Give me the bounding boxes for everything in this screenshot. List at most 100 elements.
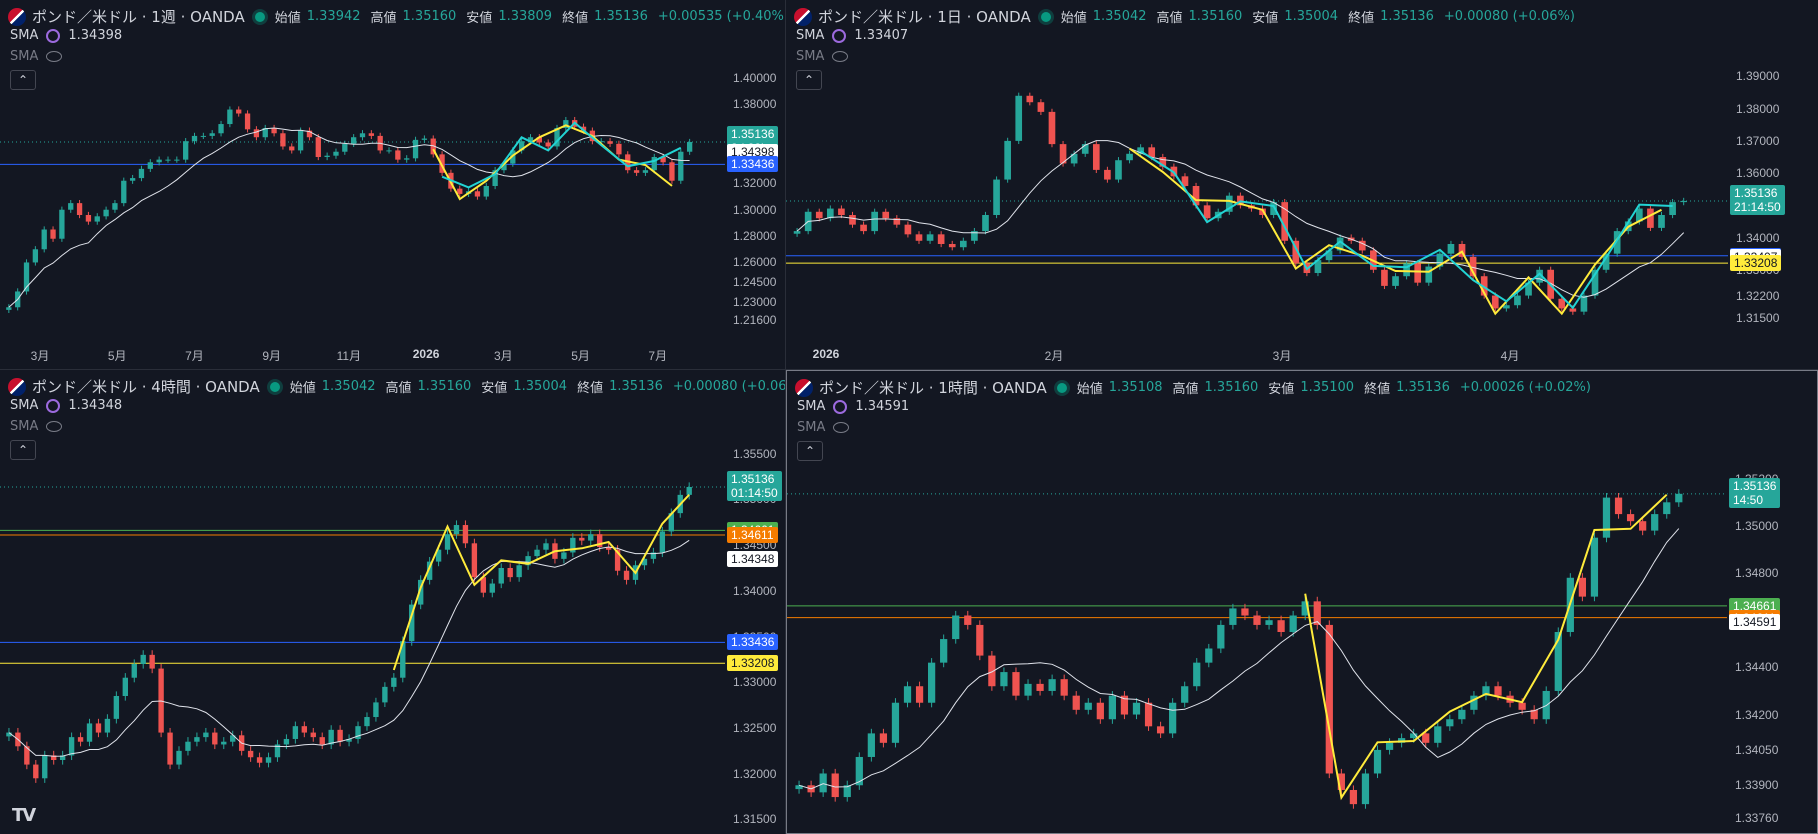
sma-hidden-row[interactable]: SMA bbox=[797, 420, 850, 435]
zigzag-line bbox=[1129, 147, 1662, 316]
sma-indicator-row[interactable]: SMA 1.34591 bbox=[797, 399, 909, 414]
candle-body bbox=[1482, 686, 1490, 696]
price-label-blue: 1.33436 bbox=[727, 156, 779, 173]
sma-settings-icon[interactable] bbox=[833, 399, 848, 414]
candle-body bbox=[355, 726, 361, 739]
y-axis-tick: 1.34800 bbox=[1735, 566, 1779, 581]
chart-panel-daily[interactable]: 1.390001.380001.370001.360001.350001.340… bbox=[786, 0, 1818, 369]
candle-body bbox=[6, 307, 12, 310]
x-axis-tick: 2026 bbox=[412, 347, 440, 361]
sma-hidden-row[interactable]: SMA bbox=[796, 49, 849, 64]
candle-body bbox=[579, 537, 585, 541]
candle-body bbox=[1313, 601, 1321, 625]
candle-body bbox=[50, 229, 56, 239]
market-open-icon bbox=[1056, 382, 1067, 393]
chart-panel-1h[interactable]: 1.352001.350001.348001.346001.344001.342… bbox=[786, 370, 1818, 834]
sma-indicator-row[interactable]: SMA 1.33407 bbox=[796, 28, 908, 43]
candle-body bbox=[1494, 686, 1502, 696]
candle-body bbox=[855, 756, 863, 786]
ohlc-value: 1.35136 bbox=[1380, 9, 1434, 24]
chart-legend: ポンド／米ドル · 1時間 · OANDA 始値 1.35108 高値 1.35160 安… bbox=[795, 377, 1595, 398]
candle-body bbox=[1217, 624, 1225, 649]
sma-hidden-label: SMA bbox=[797, 420, 826, 435]
candle-body bbox=[1169, 702, 1177, 734]
candle-body bbox=[1434, 726, 1442, 743]
sma-settings-icon[interactable] bbox=[46, 28, 61, 43]
candle-body bbox=[1410, 733, 1418, 739]
candle-body bbox=[507, 568, 513, 578]
price-label-white: 1.34348 bbox=[727, 551, 779, 568]
candle-body bbox=[113, 696, 120, 719]
y-axis-tick: 1.39000 bbox=[1736, 69, 1780, 84]
candle-body bbox=[1602, 253, 1610, 270]
sma-value: 1.34398 bbox=[68, 28, 123, 43]
x-axis-tick: 3月 bbox=[1272, 349, 1292, 363]
candle-body bbox=[23, 262, 30, 292]
candle-body bbox=[633, 170, 640, 173]
x-axis-tick: 2月 bbox=[1044, 349, 1064, 363]
sma-indicator-row[interactable]: SMA 1.34348 bbox=[10, 398, 122, 413]
hidden-eye-icon[interactable] bbox=[46, 51, 63, 62]
candle-body bbox=[489, 583, 495, 593]
candle-body bbox=[33, 764, 39, 779]
chart-panel-weekly[interactable]: 1.400001.380001.360001.340001.320001.300… bbox=[0, 0, 785, 369]
chart-legend: ポンド／米ドル · 4時間 · OANDA 始値 1.35042 高値 1.35160 安… bbox=[8, 376, 785, 397]
sma-hidden-row[interactable]: SMA bbox=[10, 49, 63, 64]
candle-body bbox=[1447, 244, 1455, 254]
sma-label: SMA bbox=[10, 28, 39, 43]
gbpusd-flag-icon bbox=[794, 7, 812, 26]
hidden-eye-icon[interactable] bbox=[832, 51, 849, 62]
chart-panel-4h[interactable]: 1.355001.350001.345001.340001.335001.330… bbox=[0, 370, 785, 834]
y-axis-tick: 1.35000 bbox=[1735, 518, 1779, 533]
price-label-value: 1.33436 bbox=[731, 157, 775, 172]
y-axis-tick: 1.21600 bbox=[733, 313, 777, 328]
collapse-legend-button[interactable]: ⌃ bbox=[796, 70, 822, 90]
candle-body bbox=[483, 186, 489, 197]
candle-body bbox=[77, 737, 84, 742]
price-label-value: 1.34661 bbox=[1733, 598, 1777, 613]
sma-line bbox=[8, 539, 690, 757]
candle-body bbox=[1414, 263, 1422, 283]
candle-body bbox=[1144, 702, 1153, 727]
candle-body bbox=[1092, 144, 1100, 170]
candle-body bbox=[1241, 608, 1249, 616]
candle-body bbox=[1530, 709, 1538, 720]
candle-body bbox=[342, 143, 348, 152]
collapse-legend-button[interactable]: ⌃ bbox=[10, 70, 36, 90]
ohlc-value: 1.35042 bbox=[321, 379, 376, 394]
candle-body bbox=[24, 746, 30, 765]
price-label-value: 1.33208 bbox=[731, 656, 775, 671]
candle-body bbox=[793, 231, 801, 234]
candle-body bbox=[453, 525, 460, 535]
hidden-eye-icon[interactable] bbox=[46, 421, 63, 432]
sma-settings-icon[interactable] bbox=[46, 398, 61, 413]
tradingview-logo: TV bbox=[12, 805, 36, 826]
x-axis-tick: 7月 bbox=[185, 349, 204, 363]
candle-body bbox=[280, 133, 286, 147]
candle-body bbox=[337, 729, 343, 742]
zigzag-cyan-line bbox=[441, 121, 682, 189]
sma-indicator-row[interactable]: SMA 1.34398 bbox=[10, 28, 122, 43]
y-axis-tick: 1.34000 bbox=[1736, 230, 1780, 245]
symbol-title: ポンド／米ドル · 4時間 · OANDA bbox=[32, 378, 260, 396]
sma-hidden-row[interactable]: SMA bbox=[10, 419, 63, 434]
candle-body bbox=[315, 137, 321, 157]
candle-body bbox=[1026, 95, 1034, 103]
panel-divider-v bbox=[785, 0, 786, 834]
candle-body bbox=[1126, 153, 1133, 161]
collapse-legend-button[interactable]: ⌃ bbox=[10, 440, 36, 460]
candle-body bbox=[1070, 153, 1078, 164]
price-label-white: 1.34591 bbox=[1729, 614, 1781, 631]
candle-body bbox=[462, 525, 469, 544]
candle-body bbox=[642, 170, 649, 173]
ohlc-key: 始値 bbox=[1076, 382, 1103, 397]
hidden-eye-icon[interactable] bbox=[833, 422, 850, 433]
symbol-title: ポンド／米ドル · 1時間 · OANDA bbox=[819, 379, 1047, 397]
ohlc-value: 1.35136 bbox=[1396, 380, 1450, 395]
candle-body bbox=[1120, 695, 1129, 715]
ohlc-value: 1.35100 bbox=[1300, 380, 1355, 395]
candle-body bbox=[498, 568, 504, 584]
collapse-legend-button[interactable]: ⌃ bbox=[797, 441, 823, 461]
candle-body bbox=[319, 737, 325, 745]
sma-settings-icon[interactable] bbox=[832, 28, 847, 43]
